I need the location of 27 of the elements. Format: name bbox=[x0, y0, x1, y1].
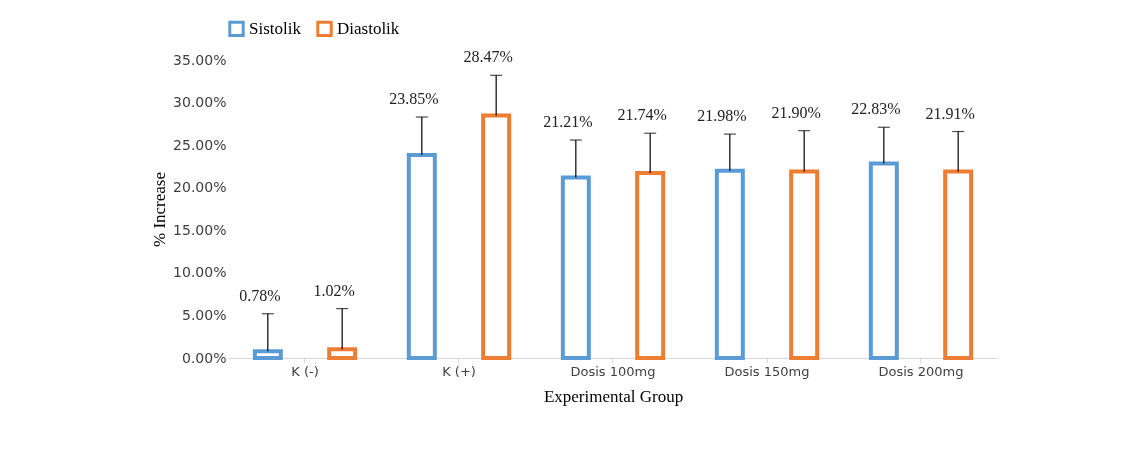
data-label: 21.90% bbox=[771, 103, 821, 121]
y-tick-label: 30.00% bbox=[173, 94, 227, 111]
y-tick-label: 0.00% bbox=[182, 349, 227, 366]
data-label: 1.02% bbox=[313, 281, 355, 299]
legend-label: Sistolik bbox=[249, 18, 302, 38]
y-tick-label: 10.00% bbox=[173, 264, 227, 281]
x-axis-title: Experimental Group bbox=[543, 386, 684, 406]
data-label: 0.78% bbox=[239, 286, 281, 304]
x-tick-label: K (-) bbox=[291, 363, 319, 379]
y-tick-label: 25.00% bbox=[173, 136, 227, 153]
x-tick-label: Dosis 100mg bbox=[570, 363, 656, 379]
data-label: 28.47% bbox=[463, 48, 513, 66]
y-axis-title: % Increase bbox=[150, 171, 170, 248]
x-tick-label: K (+) bbox=[442, 363, 476, 379]
x-tick-label: Dosis 200mg bbox=[878, 363, 964, 379]
x-tick-label: Dosis 150mg bbox=[724, 363, 810, 379]
legend-label: Diastolik bbox=[337, 18, 400, 38]
data-label: 21.74% bbox=[617, 106, 667, 124]
y-tick-label: 20.00% bbox=[173, 179, 227, 196]
data-label: 23.85% bbox=[389, 90, 439, 108]
y-tick-label: 15.00% bbox=[173, 221, 227, 238]
data-label: 21.91% bbox=[925, 104, 975, 122]
data-label: 22.83% bbox=[851, 100, 901, 118]
data-label: 21.98% bbox=[697, 107, 747, 125]
data-label: 21.21% bbox=[543, 113, 593, 131]
y-tick-label: 35.00% bbox=[173, 51, 227, 68]
y-tick-label: 5.00% bbox=[182, 306, 227, 323]
